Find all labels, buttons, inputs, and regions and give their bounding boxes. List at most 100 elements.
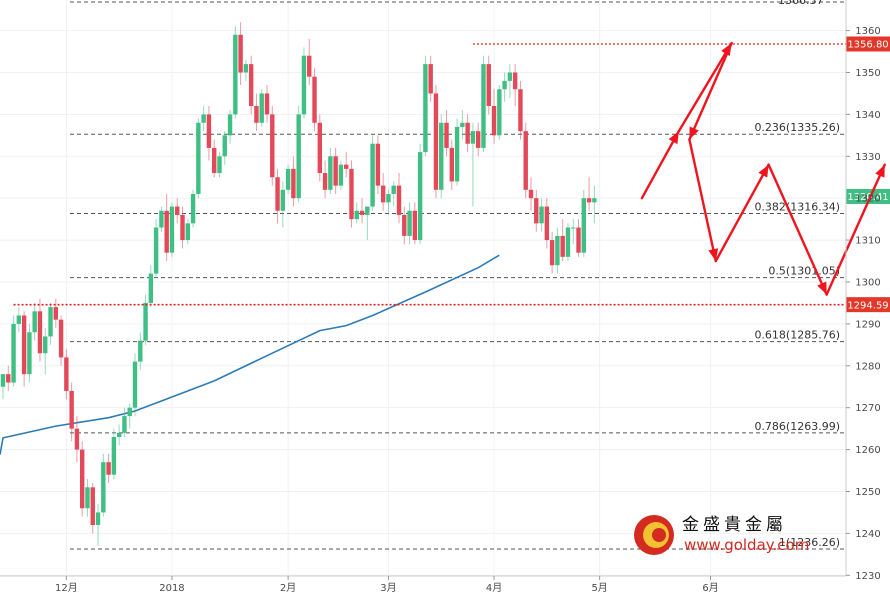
candle-body: [523, 131, 528, 190]
forecast-segment: [640, 129, 681, 200]
y-tick-label: 1350: [855, 68, 880, 79]
candle-body: [423, 64, 428, 153]
moving-average-line: [0, 254, 500, 455]
candle-body: [571, 227, 576, 229]
candle-body: [491, 106, 497, 136]
y-tick-label: 1310: [855, 236, 880, 247]
candle-body: [333, 156, 338, 186]
candle-body: [116, 432, 122, 438]
candle-body: [349, 168, 354, 220]
candle-body: [190, 193, 196, 224]
candle-body: [32, 311, 37, 333]
candle-body: [412, 210, 418, 241]
current-price-badge: 1320.41: [847, 192, 888, 203]
candle-body: [196, 122, 201, 194]
arrowhead: [875, 164, 885, 178]
candle-body: [201, 114, 206, 123]
candle-body: [85, 487, 90, 509]
candle-body: [539, 206, 544, 224]
candle-body: [159, 210, 164, 228]
golday-logo: 金盛貴金屬 www.golday.com: [634, 515, 809, 555]
candle-body: [359, 210, 365, 215]
candle-body: [528, 189, 534, 199]
candle-body: [11, 323, 16, 383]
candle-body: [101, 462, 106, 513]
candle-body: [328, 156, 333, 190]
candle-body: [301, 55, 307, 115]
candle-body: [37, 311, 43, 354]
x-tick-label: 3月: [380, 582, 396, 594]
y-tick-label: 1330: [855, 152, 880, 163]
candle-body: [138, 340, 143, 362]
candle-body: [312, 76, 317, 123]
candle-body: [512, 72, 518, 90]
candle-body: [544, 206, 550, 241]
candle-body: [291, 168, 296, 199]
support-badge-bg: [846, 297, 890, 313]
candle-body: [127, 407, 132, 417]
candle-body: [549, 240, 555, 266]
candle-body: [27, 332, 32, 375]
candle-body: [470, 131, 476, 144]
candle-body: [90, 487, 95, 526]
candle-body: [380, 185, 386, 203]
grid-lines: [0, 0, 846, 576]
candle-body: [185, 223, 190, 241]
y-axis: 1230 1240 1250 1260 1270 1280 1290 1300 1310 1320…: [845, 0, 881, 582]
candle-body: [243, 64, 249, 73]
y-tick-label: 1250: [855, 487, 880, 498]
forecast-arrows: [640, 41, 886, 296]
x-tick-label: 2018: [159, 583, 184, 594]
x-tick-label: 12月: [55, 582, 78, 594]
candle-body: [338, 164, 344, 186]
candle-body: [444, 122, 449, 148]
logo-url: www.golday.com: [684, 536, 809, 554]
candle-body: [449, 147, 454, 182]
candle-body: [238, 34, 243, 73]
candle-body: [80, 449, 85, 509]
candle-body: [222, 135, 227, 157]
candle-body: [233, 34, 238, 115]
forecast-segment: [688, 138, 717, 263]
candle-body: [48, 307, 53, 337]
candle-body: [248, 64, 254, 107]
candle-body: [518, 89, 523, 132]
y-tick-label: 1230: [855, 571, 880, 582]
candle-body: [53, 307, 58, 320]
forecast-segment: [688, 41, 733, 141]
candle-body: [180, 214, 185, 241]
candle-body: [16, 315, 22, 324]
y-tick-label: 1290: [855, 319, 880, 330]
candle-body: [586, 198, 592, 203]
candle-body: [227, 114, 233, 136]
candle-body: [581, 198, 586, 253]
candle-body: [106, 462, 111, 475]
candle-body: [375, 143, 381, 186]
candle-body: [275, 177, 280, 211]
candle-body: [175, 206, 180, 215]
y-tick-label: 1280: [855, 361, 880, 372]
fib-label: 0.236(1335.26): [754, 121, 840, 134]
candle-body: [497, 89, 502, 136]
candle-body: [132, 361, 138, 408]
candle-body: [64, 357, 69, 391]
x-tick-label: 6月: [702, 582, 718, 594]
arrowhead: [689, 126, 699, 140]
candle-body: [402, 214, 407, 236]
y-tick-label: 1240: [855, 529, 880, 540]
candle-body: [111, 437, 117, 475]
candle-body: [354, 210, 359, 220]
candle-body: [391, 185, 396, 194]
candle-body: [58, 319, 64, 358]
candle-body: [344, 164, 349, 169]
candle-body: [74, 428, 80, 450]
x-tick-label: 4月: [486, 582, 502, 594]
candle-body: [6, 374, 11, 383]
candle-body: [476, 131, 481, 148]
logo-chinese-text: 金盛貴金屬: [682, 515, 787, 535]
candle-body: [417, 152, 423, 241]
resistance-badge-bg: [846, 36, 890, 52]
candle-body: [502, 80, 507, 90]
candle-body: [534, 198, 539, 224]
